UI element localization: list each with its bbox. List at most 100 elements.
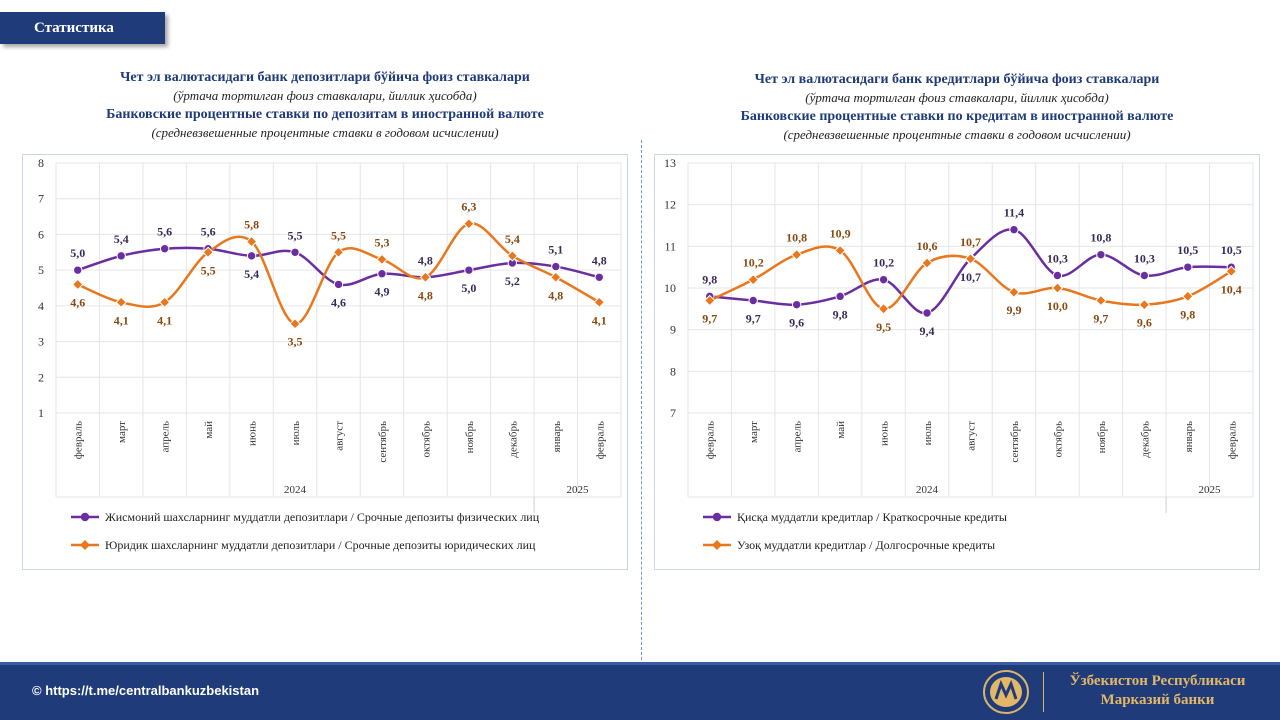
data-label: 4,8 (418, 288, 433, 302)
data-label: 10,8 (786, 231, 807, 245)
x-tick-label: октябрь (420, 421, 432, 458)
data-point (73, 265, 83, 275)
data-point (790, 248, 803, 261)
data-label: 10,8 (1090, 231, 1111, 245)
x-tick-label: март (748, 421, 760, 443)
x-tick-label: ноябрь (1096, 421, 1108, 453)
data-point (704, 294, 716, 307)
bank-name-line2: Марказий банки (1100, 692, 1215, 708)
data-label: 4,8 (418, 253, 433, 267)
x-tick-label: август (966, 421, 978, 451)
data-label: 9,8 (1180, 307, 1195, 321)
data-label: 5,6 (157, 225, 172, 239)
y-tick-label: 11 (664, 239, 676, 253)
data-label: 5,3 (374, 235, 389, 249)
x-tick-label: декабрь (1139, 421, 1151, 458)
data-point (1182, 290, 1194, 303)
bank-name: Ўзбекистон Республикаси Марказий банки (1050, 672, 1265, 710)
legend-label: Жисмоний шахсларнинг муддатли депозитлар… (105, 510, 540, 524)
data-point (1052, 270, 1063, 281)
x-tick-label: март (116, 421, 128, 443)
legend-label: Узоқ муддатли кредитлар / Долгосрочные к… (737, 538, 995, 552)
data-point (1096, 249, 1106, 260)
data-point (158, 296, 171, 308)
footer-stripe (0, 662, 1280, 665)
x-tick-label: июнь (879, 421, 891, 446)
data-point (1225, 265, 1237, 278)
data-point (332, 246, 345, 258)
data-label: 5,1 (548, 243, 563, 257)
data-point (791, 299, 802, 310)
left-subtitle-uz: (ўртача тортилган фоиз ставкалари, йилли… (173, 88, 477, 103)
data-point (834, 244, 846, 257)
left-title-uz: Чет эл валютасидаги банк депозитлари бўй… (120, 70, 530, 85)
data-point (246, 251, 257, 261)
data-point (376, 253, 388, 266)
footer-bar: © https://t.me/centralbankuzbekistan (0, 662, 1280, 720)
data-point (419, 271, 432, 283)
data-label: 10,7 (960, 235, 981, 249)
data-point (202, 246, 214, 258)
data-label: 5,0 (70, 246, 85, 260)
legend-marker (712, 540, 722, 550)
y-tick-label: 9 (670, 323, 676, 337)
x-tick-label: февраль (594, 421, 606, 459)
data-label: 5,5 (201, 263, 216, 277)
data-point (1095, 294, 1107, 307)
y-tick-label: 5 (38, 263, 44, 277)
data-label: 3,5 (288, 335, 303, 349)
central-bank-logo-icon (983, 670, 1029, 714)
data-label: 10,2 (873, 256, 894, 270)
data-point (1009, 224, 1019, 235)
data-label: 10,6 (917, 239, 938, 253)
data-point (1183, 262, 1193, 272)
x-tick-label: май (835, 421, 847, 439)
data-label: 5,5 (331, 228, 346, 242)
data-label: 5,6 (201, 225, 216, 239)
data-label: 5,8 (244, 218, 259, 232)
data-label: 4,1 (592, 313, 607, 327)
data-label: 5,4 (505, 232, 520, 246)
data-label: 9,5 (876, 320, 891, 334)
data-label: 10,9 (830, 227, 851, 241)
section-tag: Статистика (0, 12, 165, 44)
data-point (594, 272, 604, 282)
data-label: 10,2 (743, 256, 764, 270)
data-point (245, 235, 258, 248)
data-label: 9,7 (1093, 312, 1108, 326)
telegram-link[interactable]: © https://t.me/centralbankuzbekistan (32, 683, 260, 698)
data-point (1051, 282, 1064, 294)
x-tick-label: апрель (160, 421, 172, 453)
data-label: 4,6 (331, 295, 346, 309)
data-label: 5,4 (114, 232, 129, 246)
year-label: 2025 (1199, 484, 1222, 496)
data-point (1138, 298, 1151, 311)
y-tick-label: 6 (38, 227, 44, 241)
right-title-uz: Чет эл валютасидаги банк кредитлари бўйи… (754, 72, 1160, 87)
data-label: 5,0 (461, 281, 476, 295)
data-point (72, 278, 84, 291)
data-point (377, 269, 387, 279)
right-title-block: Чет эл валютасидаги банк кредитлари бўйи… (654, 70, 1260, 144)
year-label: 2025 (567, 484, 590, 496)
data-point (290, 247, 300, 257)
data-label: 4,8 (548, 288, 563, 302)
legend-marker (80, 540, 90, 550)
data-label: 5,2 (505, 274, 520, 288)
y-tick-label: 8 (38, 156, 44, 170)
x-tick-label: апрель (792, 421, 804, 453)
data-point (464, 265, 474, 275)
data-label: 9,9 (1006, 303, 1021, 317)
right-title-ru: Банковские процентные ставки по кредитам… (740, 109, 1174, 124)
y-tick-label: 3 (38, 335, 44, 349)
data-point (593, 296, 605, 308)
data-label: 10,4 (1221, 282, 1242, 296)
data-label: 4,9 (374, 285, 389, 299)
left-title-block: Чет эл валютасидаги банк депозитлари бўй… (22, 68, 628, 142)
x-tick-label: январь (551, 421, 563, 452)
data-label: 5,5 (288, 228, 303, 242)
x-tick-label: июнь (247, 421, 259, 446)
y-tick-label: 2 (38, 370, 44, 384)
deposit-rates-chart: 1 2 3 4 5 6 7 8 2024 2025 февраль март апрель май июнь… (38, 156, 622, 552)
y-tick-label: 12 (664, 198, 676, 212)
